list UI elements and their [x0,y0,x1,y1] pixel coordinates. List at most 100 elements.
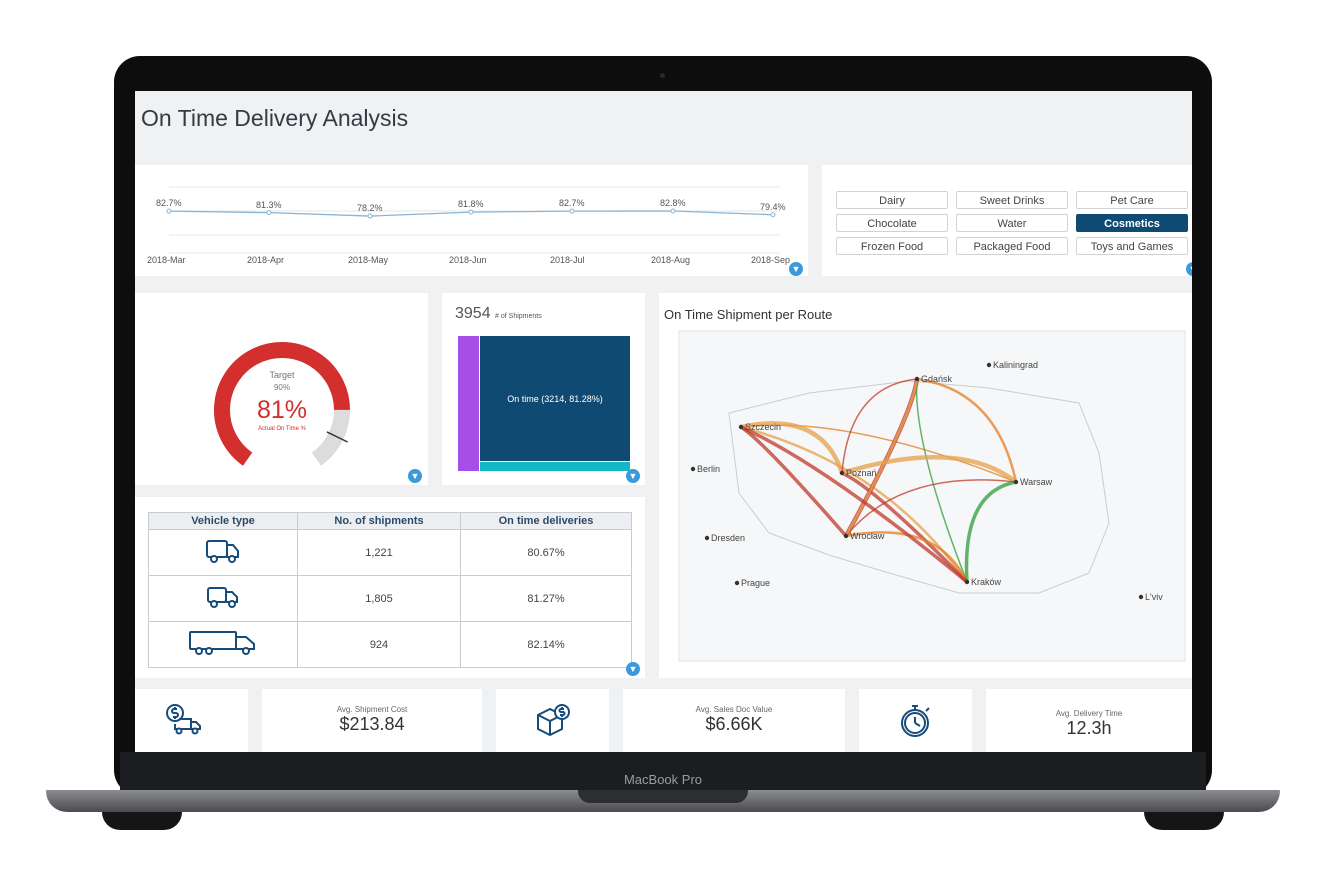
trend-x-label: 2018-Jun [449,255,487,265]
on-time-label: On time (3214, 81.28%) [507,393,603,404]
gauge-target-marker [326,431,348,443]
city-dot [839,470,845,476]
kpi-label: Avg. Shipment Cost [336,705,408,714]
city-dot [690,466,696,472]
city-dot [914,376,920,382]
city-dot [738,424,744,430]
category-button-chocolate[interactable]: Chocolate [836,214,948,232]
laptop-notch [578,790,748,803]
camera [660,73,665,78]
on-time-cell: 80.67% [460,529,632,576]
gauge-fill [214,342,350,466]
large-truck-icon [148,621,298,668]
category-button-pet-care[interactable]: Pet Care [1076,191,1188,209]
filter-icon[interactable]: ▼ [626,662,640,676]
kpi-sales-doc-value: Avg. Sales Doc Value $6.66K [623,689,845,752]
category-button-sweet-drinks[interactable]: Sweet Drinks [956,191,1068,209]
trend-value-label: 81.3% [256,199,282,210]
shipments-header: No. of shipments [297,512,461,530]
kpi-value: $6.66K [705,714,763,734]
city-dot [704,535,710,541]
kpi-label: Avg. Sales Doc Value [695,705,773,714]
route-line[interactable] [916,377,1018,483]
route-line[interactable] [915,378,968,583]
city-label: Gdańsk [921,374,953,384]
route-line[interactable] [841,455,1018,484]
shipments-panel: 3954 # of Shipments On time (3214, 81.28… [442,293,645,485]
category-button-dairy[interactable]: Dairy [836,191,948,209]
city-label: Prague [741,578,770,588]
gauge-target-value: 90% [274,383,290,392]
map-background [678,330,1186,662]
route-map-title: On Time Shipment per Route [664,307,833,322]
shipments-cell: 924 [297,621,461,668]
on-time-cell: 81.27% [460,575,632,622]
route-line[interactable] [740,421,845,474]
route-line[interactable] [740,425,969,584]
filter-icon[interactable]: ▼ [626,469,640,483]
route-line[interactable] [845,479,1017,537]
late-segment[interactable] [458,336,479,471]
category-button-cosmetics[interactable]: Cosmetics [1076,214,1188,232]
route-line[interactable] [964,480,1017,583]
on-time-header: On time deliveries [460,512,632,530]
filter-icon[interactable]: ▼ [789,262,803,276]
shipments-count: 3954 # of Shipments [455,305,542,323]
city-dot [986,362,992,368]
table-row[interactable]: 924 82.14% [148,621,632,668]
trend-value-label: 82.8% [660,198,686,208]
category-button-packaged-food[interactable]: Packaged Food [956,237,1068,255]
trend-value-label: 81.8% [458,199,484,210]
city-dot [843,533,849,539]
kpi-label: Avg. Delivery Time [1055,709,1123,718]
vehicle-table: Vehicle type No. of shipments On time de… [148,512,632,668]
gauge-actual-label: Actual On Time % [258,426,307,432]
trend-point[interactable] [569,208,575,214]
laptop-foot-right [1144,812,1224,830]
trend-point[interactable] [266,210,272,216]
category-panel: Dairy Sweet Drinks Pet Care Chocolate Water C… [822,165,1192,276]
city-dot [734,580,740,586]
route-line[interactable] [841,471,969,584]
trend-panel: 82.7% 2018-Mar 81.3% 2018-Apr 78.2% 2018-May 8… [135,165,808,276]
route-map[interactable]: Kaliningrad Gdańsk Szczecin Berlin Poznań War… [659,293,1192,678]
trend-point[interactable] [770,212,776,218]
kpi-icon-panel [135,689,248,752]
route-line[interactable] [844,378,919,537]
dashboard-screen: On Time Delivery Analysis 82.7% 2018-Mar 8… [135,91,1192,752]
dollar-truck-icon [165,703,205,740]
filter-icon[interactable]: ▼ [408,469,422,483]
on-time-segment[interactable]: On time (3214, 81.28%) [480,336,630,461]
trend-value-label: 79.4% [760,201,786,212]
table-row[interactable]: 1,805 81.27% [148,575,632,622]
kpi-icon-panel [859,689,972,752]
city-dot [1138,594,1144,600]
city-label: Kaliningrad [993,360,1038,370]
filter-icon[interactable]: ▼ [1186,262,1192,276]
vehicle-type-header: Vehicle type [148,512,298,530]
trend-x-label: 2018-Aug [651,255,691,265]
laptop-foot-left [102,812,182,830]
dollar-box-icon [534,703,574,742]
kpi-icon-panel [496,689,609,752]
table-row[interactable]: 1,221 80.67% [148,529,632,576]
trend-value-label: 78.2% [357,203,383,214]
city-label: Poznań [846,468,877,478]
laptop-model-label: MacBook Pro [623,772,703,787]
kpi-value: $213.84 [339,714,405,734]
trend-point[interactable] [166,208,172,214]
trend-point[interactable] [670,208,676,214]
trend-x-label: 2018-May [348,255,389,265]
trend-value-label: 82.7% [156,198,182,209]
route-line[interactable] [845,531,969,583]
category-button-frozen-food[interactable]: Frozen Food [836,237,948,255]
small-segment[interactable] [480,462,630,471]
trend-point[interactable] [367,213,373,219]
route-line[interactable] [841,378,918,474]
laptop-chin: MacBook Pro [120,752,1206,790]
shipments-count-label: # of Shipments [495,313,542,320]
vehicle-table-panel: Vehicle type No. of shipments On time de… [135,497,645,678]
trend-point[interactable] [468,209,474,215]
category-button-toys-and-games[interactable]: Toys and Games [1076,237,1188,255]
category-button-water[interactable]: Water [956,214,1068,232]
